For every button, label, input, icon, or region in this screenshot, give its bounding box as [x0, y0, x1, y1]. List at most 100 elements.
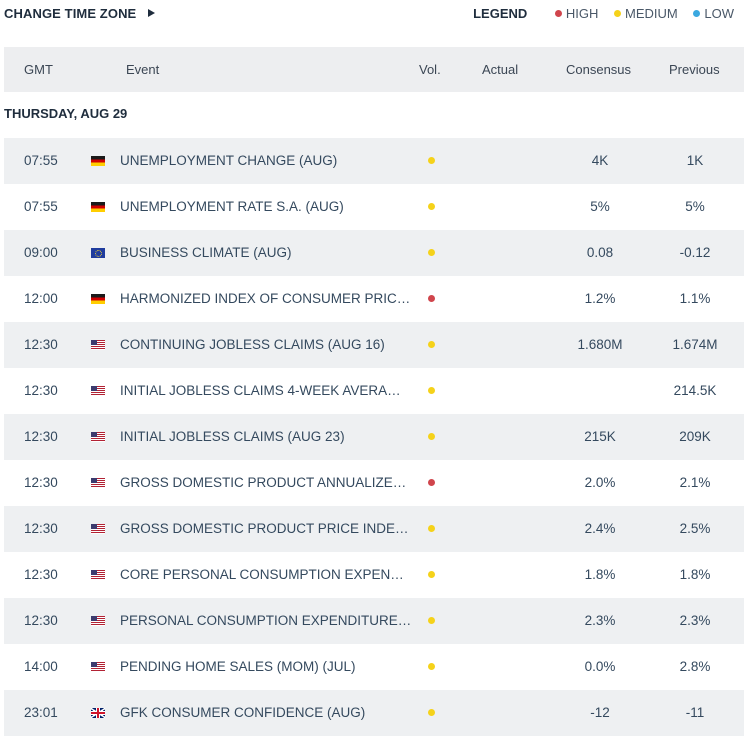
consensus-value: 0.0%	[584, 659, 616, 674]
previous-value: 2.1%	[679, 475, 711, 490]
event-name[interactable]: INITIAL JOBLESS CLAIMS 4-WEEK AVERA…	[120, 383, 401, 398]
previous-value: 5%	[685, 199, 705, 214]
consensus-value: 1.8%	[584, 567, 616, 582]
event-name[interactable]: BUSINESS CLIMATE (AUG)	[120, 245, 292, 260]
volatility-dot-icon	[428, 479, 435, 486]
header-vol: Vol.	[419, 62, 441, 77]
flag-us-icon	[91, 570, 105, 580]
consensus-value: 0.08	[586, 245, 614, 260]
calendar-toolbar: CHANGE TIME ZONE LEGEND HIGH MEDIUM LOW	[0, 0, 746, 30]
country-flag-icon	[91, 294, 105, 304]
consensus-value: 2.4%	[584, 521, 616, 536]
event-time: 23:01	[24, 705, 58, 720]
table-row[interactable]: 12:00 HARMONIZED INDEX OF CONSUMER PRIC… 1…	[4, 276, 744, 322]
table-header: GMT Event Vol. Actual Consensus Previous	[4, 47, 744, 92]
event-time: 12:30	[24, 429, 58, 444]
consensus-value: 1.2%	[584, 291, 616, 306]
previous-value: 1.8%	[679, 567, 711, 582]
event-time: 12:30	[24, 383, 58, 398]
change-time-zone-button[interactable]: CHANGE TIME ZONE	[4, 6, 156, 21]
flag-us-icon	[91, 386, 105, 396]
event-name[interactable]: UNEMPLOYMENT RATE S.A. (AUG)	[120, 199, 344, 214]
table-row[interactable]: 07:55 UNEMPLOYMENT CHANGE (AUG) 4K 1K	[4, 138, 744, 184]
event-time: 12:30	[24, 475, 58, 490]
country-flag-icon	[91, 662, 105, 672]
country-flag-icon	[91, 386, 105, 396]
event-name[interactable]: CORE PERSONAL CONSUMPTION EXPEND…	[120, 567, 412, 582]
volatility-dot-icon	[428, 433, 435, 440]
medium-dot-icon	[614, 10, 622, 17]
high-dot-icon	[554, 10, 562, 17]
country-flag-icon	[91, 202, 105, 212]
volatility-dot-icon	[428, 663, 435, 670]
volatility-dot-icon	[428, 525, 435, 532]
volatility-dot-icon	[428, 571, 435, 578]
table-row[interactable]: 12:30 INITIAL JOBLESS CLAIMS 4-WEEK AVERA…	[4, 368, 744, 414]
event-name[interactable]: GROSS DOMESTIC PRODUCT PRICE INDEX…	[120, 521, 412, 536]
previous-value: -0.12	[679, 245, 711, 260]
flag-de-icon	[91, 156, 105, 166]
consensus-value: 2.0%	[584, 475, 616, 490]
legend-label-high: HIGH	[565, 6, 599, 21]
header-actual: Actual	[482, 62, 519, 77]
country-flag-icon	[91, 616, 105, 626]
event-name[interactable]: GROSS DOMESTIC PRODUCT ANNUALIZE…	[120, 475, 407, 490]
event-time: 12:30	[24, 521, 58, 536]
legend-label-low: LOW	[704, 6, 734, 21]
event-time: 09:00	[24, 245, 58, 260]
play-arrow-icon	[148, 9, 156, 17]
consensus-value: 215K	[584, 429, 616, 444]
table-row[interactable]: 14:00 PENDING HOME SALES (MOM) (JUL) 0.0% 2…	[4, 644, 744, 690]
table-row[interactable]: 12:30 INITIAL JOBLESS CLAIMS (AUG 23) 215K…	[4, 414, 744, 460]
previous-value: 214.5K	[673, 383, 717, 398]
flag-us-icon	[91, 478, 105, 488]
table-row[interactable]: 07:55 UNEMPLOYMENT RATE S.A. (AUG) 5% 5%	[4, 184, 744, 230]
volatility-dot-icon	[428, 249, 435, 256]
table-row[interactable]: 12:30 CONTINUING JOBLESS CLAIMS (AUG 16) 1…	[4, 322, 744, 368]
event-time: 12:30	[24, 613, 58, 628]
event-name[interactable]: CONTINUING JOBLESS CLAIMS (AUG 16)	[120, 337, 385, 352]
country-flag-icon	[91, 248, 105, 258]
event-name[interactable]: UNEMPLOYMENT CHANGE (AUG)	[120, 153, 338, 168]
header-gmt: GMT	[24, 62, 53, 77]
flag-us-icon	[91, 662, 105, 672]
event-name[interactable]: PENDING HOME SALES (MOM) (JUL)	[120, 659, 356, 674]
flag-de-icon	[91, 202, 105, 212]
country-flag-icon	[91, 340, 105, 350]
table-row[interactable]: 12:30 CORE PERSONAL CONSUMPTION EXPEND… 1.…	[4, 552, 744, 598]
flag-gb-icon	[91, 708, 105, 718]
previous-value: 2.5%	[679, 521, 711, 536]
consensus-value: 4K	[591, 153, 609, 168]
consensus-value: 1.680M	[577, 337, 623, 352]
country-flag-icon	[91, 478, 105, 488]
flag-de-icon	[91, 294, 105, 304]
table-row[interactable]: 12:30 GROSS DOMESTIC PRODUCT ANNUALIZE… 2.…	[4, 460, 744, 506]
header-previous: Previous	[669, 62, 720, 77]
event-time: 12:30	[24, 337, 58, 352]
consensus-value: 5%	[590, 199, 610, 214]
previous-value: 2.3%	[679, 613, 711, 628]
volatility-dot-icon	[428, 709, 435, 716]
volatility-dot-icon	[428, 617, 435, 624]
country-flag-icon	[91, 570, 105, 580]
previous-value: 1.1%	[679, 291, 711, 306]
event-time: 07:55	[24, 199, 58, 214]
previous-value: -11	[685, 705, 705, 720]
table-row[interactable]: 12:30 GROSS DOMESTIC PRODUCT PRICE INDEX……	[4, 506, 744, 552]
event-name[interactable]: INITIAL JOBLESS CLAIMS (AUG 23)	[120, 429, 345, 444]
volatility-dot-icon	[428, 203, 435, 210]
event-name[interactable]: PERSONAL CONSUMPTION EXPENDITURE…	[120, 613, 412, 628]
consensus-value: 2.3%	[584, 613, 616, 628]
legend-item-high: HIGH	[554, 6, 599, 21]
country-flag-icon	[91, 708, 105, 718]
event-name[interactable]: HARMONIZED INDEX OF CONSUMER PRIC…	[120, 291, 411, 306]
event-time: 14:00	[24, 659, 58, 674]
table-row[interactable]: 12:30 PERSONAL CONSUMPTION EXPENDITURE… 2.…	[4, 598, 744, 644]
table-row[interactable]: 09:00 BUSINESS CLIMATE (AUG) 0.08 -0.12	[4, 230, 744, 276]
header-consensus: Consensus	[566, 62, 632, 77]
previous-value: 2.8%	[679, 659, 711, 674]
table-row[interactable]: 23:01 GFK CONSUMER CONFIDENCE (AUG) -12 -11	[4, 690, 744, 736]
volatility-dot-icon	[428, 295, 435, 302]
change-time-zone-label: CHANGE TIME ZONE	[4, 6, 137, 21]
event-name[interactable]: GFK CONSUMER CONFIDENCE (AUG)	[120, 705, 366, 720]
